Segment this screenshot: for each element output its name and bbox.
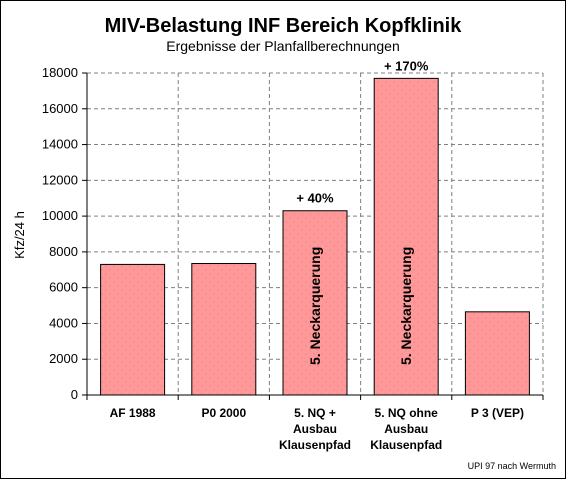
x-tick-label: P0 2000 (201, 406, 246, 420)
x-tick-label: 5. NQ ohne (375, 406, 439, 420)
x-axis-labels: AF 1988 P0 2000 5. NQ + Ausbau Klausenpfad 5.… (86, 395, 544, 452)
y-tick-label: 2000 (49, 351, 78, 366)
y-tick-label: 10000 (42, 208, 78, 223)
y-tick-label: 6000 (49, 280, 78, 295)
bars: + 40% 5. Neckarquerung + 170% 5. Neckarquer… (100, 58, 530, 396)
y-tick-label: 18000 (42, 65, 78, 80)
x-tick-label: Klausenpfad (279, 438, 351, 452)
y-axis-label: Kfz/24 h (12, 211, 27, 259)
x-tick-label: Klausenpfad (370, 438, 442, 452)
bar-inner-label: 5. Neckarquerung (307, 247, 323, 365)
bar-inner-label: 5. Neckarquerung (398, 247, 414, 365)
source-note: UPI 97 nach Wermuth (468, 461, 556, 471)
y-tick-label: 16000 (42, 101, 78, 116)
x-tick-label: Ausbau (293, 422, 337, 436)
bar (464, 311, 530, 396)
y-tick-label: 12000 (42, 172, 78, 187)
x-tick-label: Ausbau (384, 422, 428, 436)
bar (282, 210, 348, 396)
y-tick-label: 8000 (49, 244, 78, 259)
y-tick-label: 4000 (49, 315, 78, 330)
bar-annotation: + 40% (296, 191, 334, 206)
y-axis-ticks: 0 2000 4000 6000 8000 10000 12000 14000 16000 180… (42, 65, 87, 402)
y-tick-label: 0 (71, 387, 78, 402)
x-tick-label: AF 1988 (110, 406, 156, 420)
chart-subtitle: Ergebnisse der Planfallberechnungen (166, 38, 400, 54)
x-tick-label: P 3 (VEP) (471, 406, 524, 420)
bar (191, 263, 257, 396)
chart-title: MIV-Belastung INF Bereich Kopfklinik (105, 15, 463, 37)
x-tick-label: 5. NQ + (294, 406, 336, 420)
y-tick-label: 14000 (42, 137, 78, 152)
bar (100, 263, 166, 396)
bar-annotation: + 170% (384, 58, 429, 73)
